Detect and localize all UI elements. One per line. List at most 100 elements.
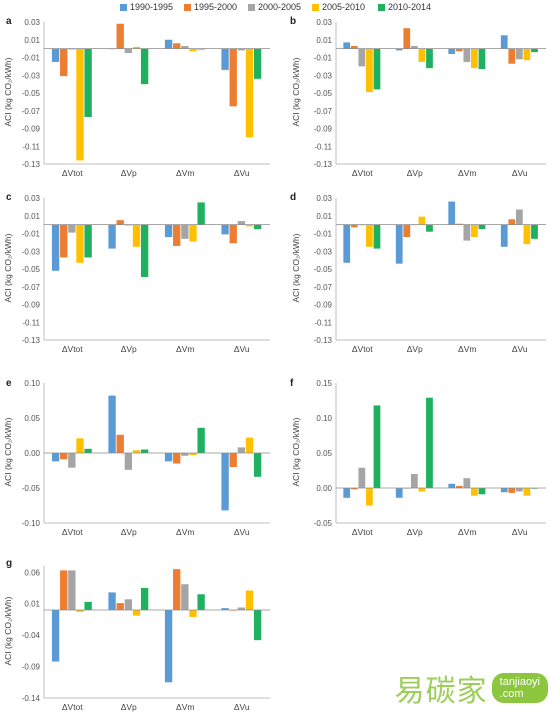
bar <box>173 453 181 464</box>
y-tick-label: -0.07 <box>22 107 41 116</box>
bar <box>197 594 205 610</box>
bar <box>343 488 351 498</box>
bar <box>229 48 237 107</box>
bar <box>426 224 433 232</box>
bar <box>478 488 486 495</box>
y-tick-label: -0.01 <box>22 230 41 239</box>
bar <box>189 48 197 52</box>
legend-label: 2005-2010 <box>322 2 366 12</box>
y-tick-label: -0.10 <box>22 519 41 528</box>
y-tick-label: -0.03 <box>22 71 41 80</box>
y-tick-label: -0.07 <box>314 107 333 116</box>
bar <box>221 48 229 70</box>
bar <box>189 610 197 617</box>
y-tick-label: 0.01 <box>24 36 40 45</box>
y-tick-label: -0.13 <box>314 160 333 169</box>
bar <box>76 48 84 161</box>
x-tick-label: ΔVp <box>121 527 137 537</box>
bar <box>395 224 403 264</box>
bar <box>60 570 68 610</box>
bar <box>455 485 463 488</box>
y-tick-label: 0.05 <box>24 414 40 423</box>
y-tick-label: 0.01 <box>24 600 40 609</box>
legend-swatch <box>184 4 191 11</box>
y-tick-label: -0.01 <box>314 54 333 63</box>
x-tick-label: ΔVu <box>234 344 250 354</box>
bar <box>237 607 246 610</box>
y-tick-label: 0.01 <box>316 36 332 45</box>
bar <box>173 43 181 49</box>
bar <box>76 438 84 453</box>
bar <box>181 45 189 49</box>
bar <box>197 202 205 225</box>
bar <box>366 48 373 93</box>
watermark-logo-text: 易碳家 <box>394 674 488 709</box>
bar <box>181 584 189 610</box>
legend-label: 1995-2000 <box>194 2 238 12</box>
bar <box>84 48 92 117</box>
bar <box>140 449 149 453</box>
y-tick-label: -0.05 <box>314 519 333 528</box>
bar <box>245 48 254 138</box>
bar <box>116 220 124 225</box>
legend-item-2000-2005: 2000-2005 <box>248 2 301 12</box>
x-tick-label: ΔVm <box>176 168 194 178</box>
bar <box>68 453 76 468</box>
bar <box>108 224 116 249</box>
y-tick-label: -0.01 <box>314 230 333 239</box>
x-tick-label: ΔVp <box>407 527 423 537</box>
y-tick-label: 0.06 <box>24 568 40 577</box>
x-tick-label: ΔVm <box>176 527 194 537</box>
x-tick-label: ΔVu <box>234 702 250 712</box>
bar <box>181 453 189 456</box>
bar <box>140 48 149 85</box>
bar <box>508 488 516 493</box>
x-tick-label: ΔVp <box>407 344 423 354</box>
legend-item-1990-1995: 1990-1995 <box>120 2 173 12</box>
bar <box>197 48 205 50</box>
panel-letter: a <box>6 16 12 27</box>
bar <box>448 201 456 225</box>
bar <box>181 224 189 239</box>
bar <box>245 437 254 453</box>
bar <box>229 453 237 467</box>
legend-label: 2010-2014 <box>388 2 432 12</box>
x-tick-label: ΔVp <box>407 168 423 178</box>
bar <box>164 224 173 238</box>
bar <box>173 569 181 610</box>
bar <box>471 488 478 496</box>
bar <box>373 48 381 90</box>
y-tick-label: -0.11 <box>314 142 332 151</box>
bar <box>350 224 358 228</box>
bar <box>523 488 531 496</box>
panel-letter: c <box>6 192 12 203</box>
y-tick-label: 0.10 <box>316 414 332 423</box>
bar <box>418 216 426 225</box>
bar <box>221 453 229 511</box>
bar <box>515 48 523 60</box>
y-tick-label: -0.13 <box>22 336 41 345</box>
y-tick-label: -0.13 <box>22 160 41 169</box>
bar <box>515 209 523 225</box>
y-tick-label: 0.01 <box>316 212 332 221</box>
bar <box>418 488 426 492</box>
bar <box>60 224 68 258</box>
bar <box>463 224 471 241</box>
bar <box>108 395 116 453</box>
x-tick-label: ΔVu <box>512 344 528 354</box>
bar <box>455 223 463 225</box>
bar <box>132 224 141 247</box>
bar <box>343 224 351 263</box>
bar <box>366 224 373 247</box>
watermark-badge: tanjiaoyi .com <box>491 673 548 703</box>
panel-letter: d <box>290 192 297 203</box>
bar <box>508 48 516 64</box>
y-tick-label: 0.03 <box>24 194 40 203</box>
bar <box>343 42 351 49</box>
x-tick-label: ΔVm <box>458 344 476 354</box>
bar <box>410 474 418 488</box>
